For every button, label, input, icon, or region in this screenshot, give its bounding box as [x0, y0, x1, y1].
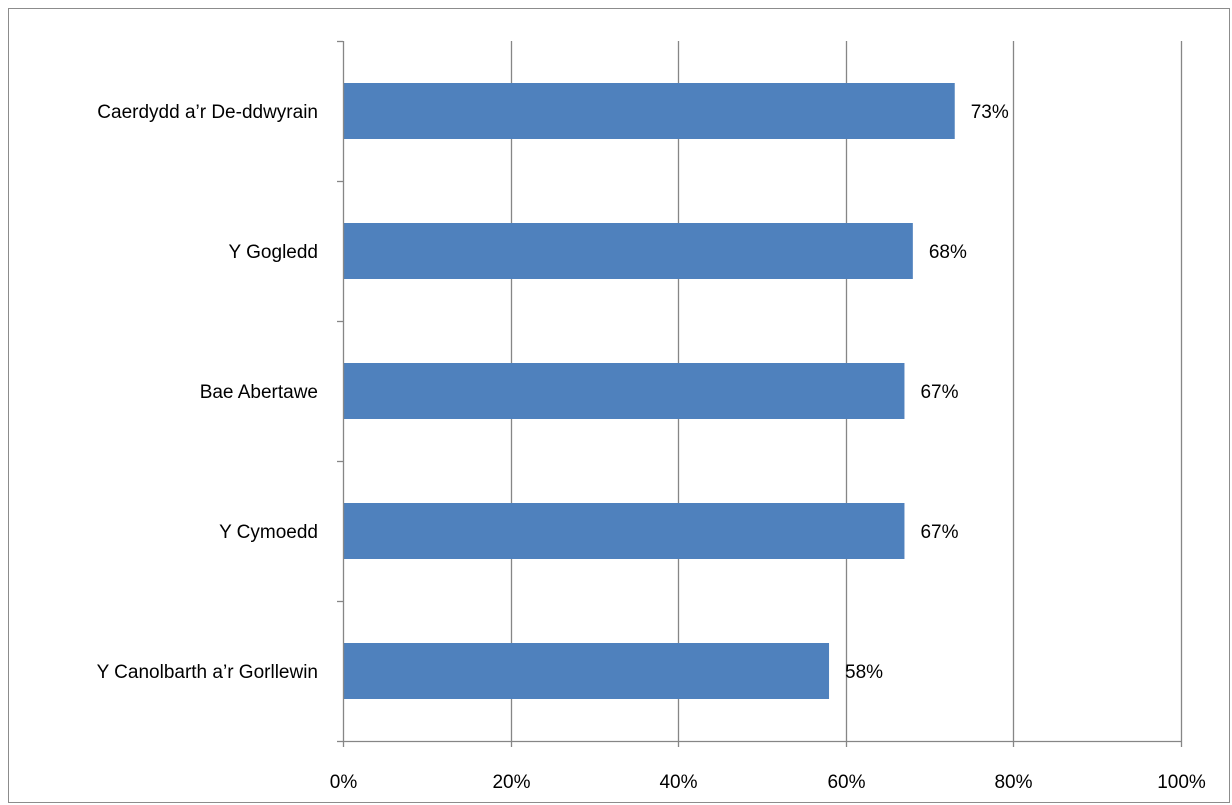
x-tick-label: 40% [659, 772, 697, 793]
x-tick-label: 100% [1157, 772, 1206, 793]
data-label: 73% [971, 102, 1009, 123]
bar [343, 83, 955, 139]
data-label: 68% [929, 242, 967, 263]
category-label: Y Canolbarth a’r Gorllewin [97, 662, 318, 683]
x-tick-label: 0% [330, 772, 358, 793]
bar [343, 643, 830, 699]
bars [343, 83, 955, 699]
bar [343, 503, 905, 559]
category-label: Y Gogledd [229, 242, 318, 263]
data-label: 67% [920, 522, 958, 543]
x-tick-label: 20% [492, 772, 530, 793]
x-tick-label: 60% [827, 772, 865, 793]
data-label: 67% [920, 382, 958, 403]
data-label: 58% [845, 662, 883, 683]
category-label: Bae Abertawe [200, 382, 318, 403]
category-label: Caerdydd a’r De-ddwyrain [97, 102, 318, 123]
bar [343, 363, 905, 419]
labels: 0% 20% 40% 60% 80% 100% Caerdydd a’r De-ddwyra… [97, 102, 1206, 793]
bar [343, 223, 913, 279]
axes [337, 40, 1183, 747]
category-label: Y Cymoedd [219, 522, 318, 543]
x-tick-label: 80% [994, 772, 1032, 793]
